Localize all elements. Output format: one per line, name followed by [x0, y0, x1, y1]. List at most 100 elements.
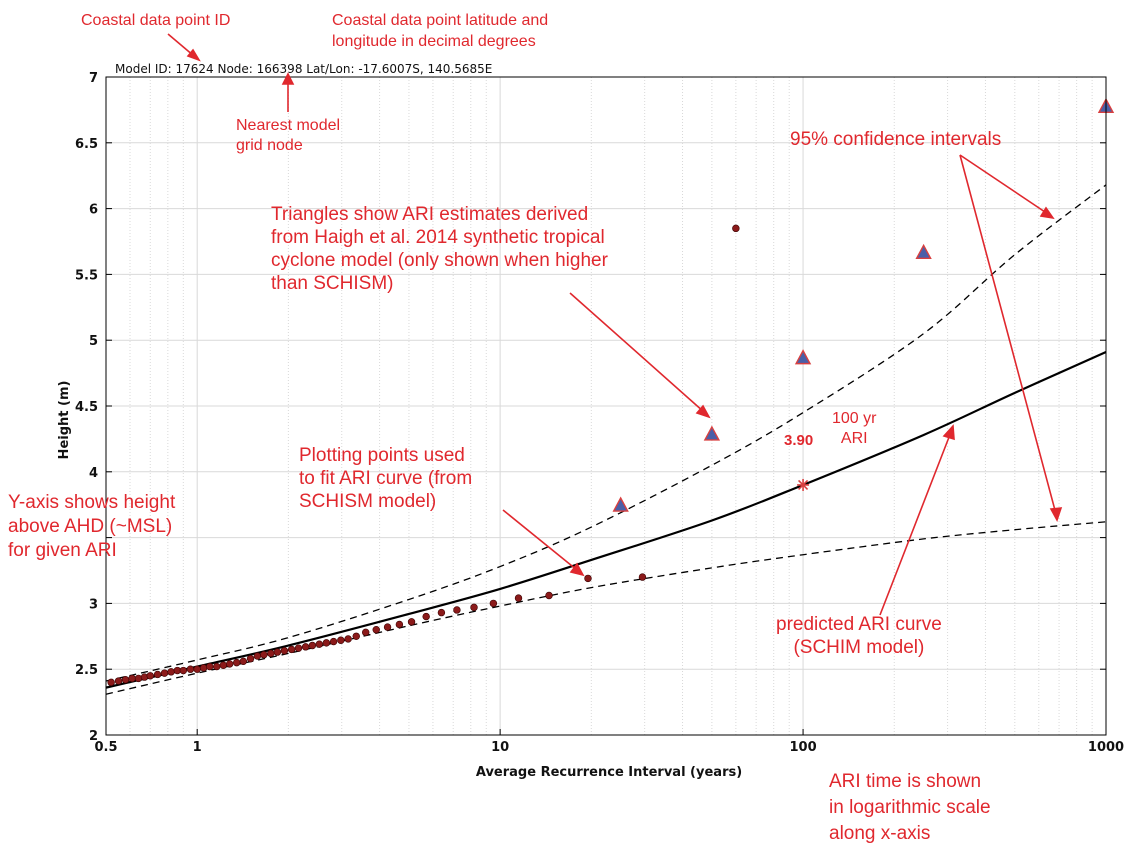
y-tick-label: 5 — [89, 334, 98, 349]
plotting-point — [584, 574, 592, 583]
haigh-triangle — [703, 425, 721, 441]
plotting-point — [337, 636, 345, 644]
plotting-point — [179, 666, 188, 675]
annotation-predicted-line1: predicted ARI curve — [776, 614, 942, 635]
annotation-triangles: Triangles show ARI estimates derived fro… — [271, 203, 608, 295]
plotting-point — [253, 652, 262, 660]
annotation-predicted-line2: (SCHIM model) — [793, 637, 925, 658]
plotting-point — [107, 678, 115, 687]
plotting-point — [437, 608, 446, 617]
y-tick-label: 6 — [89, 203, 98, 218]
plotting-point — [383, 623, 392, 631]
plotting-point — [372, 626, 380, 634]
plotting-point — [301, 643, 310, 651]
plotting-point — [732, 224, 740, 233]
grid-lines — [105, 76, 1106, 736]
annotation-latlon-line2: longitude in decimal degrees — [332, 33, 536, 50]
plotting-point — [329, 637, 338, 646]
annotation-100yr: 100 yr ARI — [832, 409, 876, 449]
annotation-100yr-value: 3.90 — [784, 432, 814, 449]
y-tick-label: 3 — [89, 597, 98, 612]
annotation-triangles-line1: Triangles show ARI estimates derived — [271, 204, 589, 225]
annotation-latlon-line1: Coastal data point latitude and — [332, 12, 549, 29]
annotation-latlon: Coastal data point latitude and longitud… — [332, 10, 634, 52]
annotation-logscale-line2: in logarithmic scale — [829, 797, 991, 818]
annotation-point-id: Coastal data point ID — [81, 12, 231, 29]
plotting-point — [153, 670, 162, 679]
plotting-point — [395, 620, 404, 629]
annotation-arrows — [167, 33, 1063, 616]
annotation-triangles-line2: from Haigh et al. 2014 synthetic tropica… — [271, 227, 605, 248]
plotting-point — [239, 657, 248, 666]
annotation-yaxis-line2: above AHD (~MSL) — [8, 516, 173, 537]
plotting-point — [280, 647, 289, 655]
annotation-logscale-line3: along x-axis — [829, 823, 931, 844]
annotation-yaxis-line3: for given ARI — [8, 540, 117, 561]
plotting-point — [315, 640, 324, 648]
x-axis-label: Average Recurrence Interval (years) — [476, 765, 742, 780]
plotting-point — [422, 612, 430, 621]
plotting-point — [273, 648, 282, 656]
plotting-point — [267, 649, 275, 658]
plotting-point — [407, 618, 416, 626]
x-tick-label: 10 — [491, 740, 509, 755]
annotation-yaxis-line1: Y-axis shows height — [8, 492, 176, 513]
annotation-predicted: predicted ARI curve (SCHIM model) — [776, 613, 942, 659]
plotting-point — [167, 668, 175, 676]
fitted-ari-curve — [105, 351, 1107, 689]
y-tick-label: 6.5 — [75, 137, 98, 152]
plotting-point — [287, 645, 296, 654]
model-header: Model ID: 17624 Node: 166398 Lat/Lon: -1… — [115, 62, 493, 76]
annotation-triangles-line4: than SCHISM) — [271, 273, 394, 294]
plotting-point — [489, 599, 498, 608]
annotation-plotting-line2: to fit ARI curve (from — [299, 468, 473, 489]
annotation-triangles-line3: cyclone model (only shown when higher — [271, 250, 608, 271]
plotting-point — [213, 662, 221, 671]
plotting-point — [219, 661, 228, 669]
plotting-point — [146, 672, 154, 680]
plotting-point — [134, 674, 143, 683]
ari100-asterisk — [797, 478, 810, 491]
plotting-point — [362, 628, 370, 637]
plotting-point — [638, 573, 647, 581]
plotting-point — [225, 660, 234, 668]
plotting-point — [453, 606, 461, 614]
asterisk-stroke — [797, 479, 809, 491]
plotting-point — [246, 654, 255, 663]
plotting-point — [232, 658, 241, 667]
y-tick-label: 5.5 — [75, 268, 98, 283]
annotation-logscale-line1: ARI time is shown — [829, 771, 982, 792]
plotting-point — [344, 635, 352, 643]
y-tick-label: 4 — [89, 466, 98, 481]
x-tick-label: 100 — [789, 740, 816, 755]
axis-ticks: 2 2.5 3 4 4.5 5 5.5 6 6.5 7 0.5 1 10 100 1000 — [75, 71, 1124, 755]
y-tick-label: 4.5 — [75, 400, 98, 415]
annotation-node-line1: Nearest model — [236, 117, 341, 134]
y-tick-label: 7 — [89, 71, 98, 86]
x-tick-label: 1 — [193, 740, 202, 755]
plotting-point — [160, 669, 169, 677]
plotting-point — [294, 644, 303, 652]
plotting-point — [545, 591, 553, 600]
annotation-ci: 95% confidence intervals — [790, 129, 1002, 150]
plotting-point — [260, 651, 268, 659]
annotation-yaxis: Y-axis shows height above AHD (~MSL) for… — [8, 491, 242, 563]
plotting-point — [199, 664, 208, 672]
plotting-point — [308, 641, 317, 650]
plotting-point — [514, 594, 523, 602]
annotation-plotting: Plotting points used to fit ARI curve (f… — [299, 444, 517, 513]
annotation-node-line2: grid node — [236, 137, 303, 154]
annotation-plotting-line1: Plotting points used — [299, 445, 465, 466]
annotation-100yr-line2: ARI — [840, 430, 868, 447]
annotation-node: Nearest model grid node — [236, 116, 340, 156]
confidence-interval-curve — [105, 521, 1107, 695]
haigh-triangle — [794, 349, 812, 365]
plotting-point — [121, 676, 130, 684]
plotting-point — [470, 603, 478, 612]
plotting-point — [114, 677, 123, 685]
markers-layer — [107, 97, 1115, 687]
y-axis-label: Height (m) — [57, 381, 72, 460]
x-tick-label: 1000 — [1088, 740, 1124, 755]
plotting-point — [352, 632, 360, 640]
